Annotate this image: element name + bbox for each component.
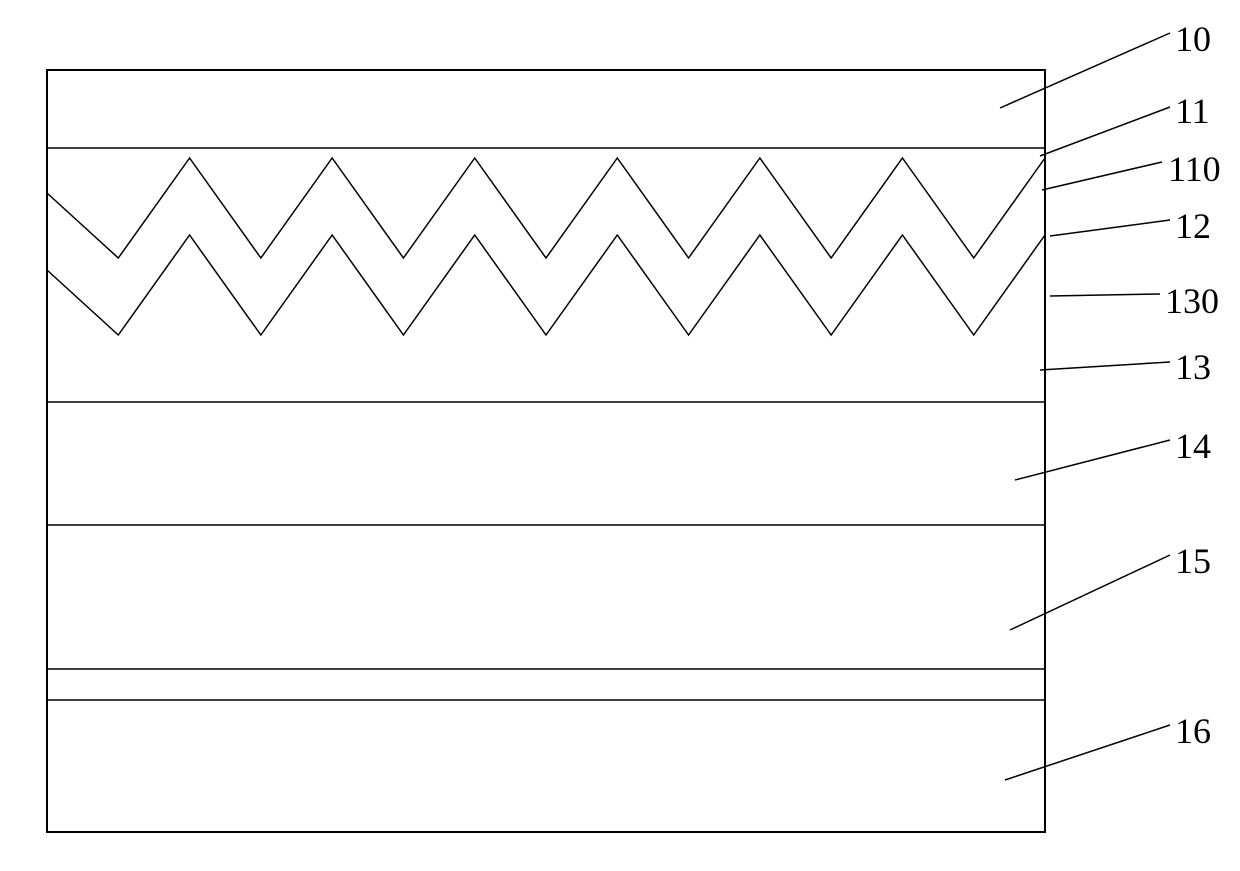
layer-label-11: 11 bbox=[1175, 90, 1210, 132]
layer-label-14: 14 bbox=[1175, 425, 1211, 467]
layer-label-130: 130 bbox=[1165, 280, 1219, 322]
layer-label-13: 13 bbox=[1175, 346, 1211, 388]
layer-label-110: 110 bbox=[1168, 148, 1221, 190]
layer-label-15: 15 bbox=[1175, 540, 1211, 582]
layer-label-10: 10 bbox=[1175, 18, 1211, 60]
layer-label-16: 16 bbox=[1175, 710, 1211, 752]
diagram-svg bbox=[0, 0, 1240, 871]
layer-label-12: 12 bbox=[1175, 205, 1211, 247]
layered-diagram: 10 11 110 12 130 13 14 15 16 bbox=[0, 0, 1240, 871]
